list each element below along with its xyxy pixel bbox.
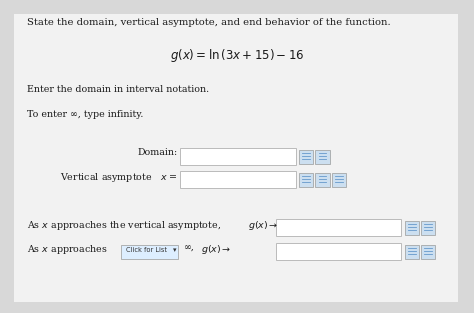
FancyBboxPatch shape	[181, 148, 296, 165]
Text: Click for List: Click for List	[126, 247, 167, 253]
FancyBboxPatch shape	[121, 245, 178, 259]
Text: Vertical asymptote   $x$ =: Vertical asymptote $x$ =	[60, 172, 177, 184]
FancyBboxPatch shape	[404, 221, 419, 235]
Text: As $x$ approaches: As $x$ approaches	[27, 244, 108, 256]
FancyBboxPatch shape	[299, 173, 313, 187]
FancyBboxPatch shape	[276, 244, 401, 260]
FancyBboxPatch shape	[315, 173, 329, 187]
FancyBboxPatch shape	[421, 245, 435, 259]
Text: Enter the domain in interval notation.: Enter the domain in interval notation.	[27, 85, 209, 94]
Text: ▾: ▾	[173, 247, 176, 253]
Text: State the domain, vertical asymptote, and end behavior of the function.: State the domain, vertical asymptote, an…	[27, 18, 391, 27]
FancyBboxPatch shape	[276, 219, 401, 236]
Text: ∞,: ∞,	[184, 244, 195, 252]
FancyBboxPatch shape	[404, 245, 419, 259]
Text: Domain:: Domain:	[137, 148, 177, 157]
FancyBboxPatch shape	[14, 14, 458, 302]
Text: As $x$ approaches the vertical asymptote,: As $x$ approaches the vertical asymptote…	[27, 219, 221, 232]
FancyBboxPatch shape	[315, 150, 329, 164]
Text: $g(x) \rightarrow$: $g(x) \rightarrow$	[201, 244, 232, 256]
Text: $g(x) = \mathrm{ln}\,(3x + 15) - 16$: $g(x) = \mathrm{ln}\,(3x + 15) - 16$	[170, 47, 304, 64]
FancyBboxPatch shape	[181, 172, 296, 188]
Text: To enter ∞, type infinity.: To enter ∞, type infinity.	[27, 110, 143, 119]
FancyBboxPatch shape	[421, 221, 435, 235]
FancyBboxPatch shape	[299, 150, 313, 164]
Text: $g(x) \rightarrow$: $g(x) \rightarrow$	[247, 219, 278, 232]
FancyBboxPatch shape	[331, 173, 346, 187]
